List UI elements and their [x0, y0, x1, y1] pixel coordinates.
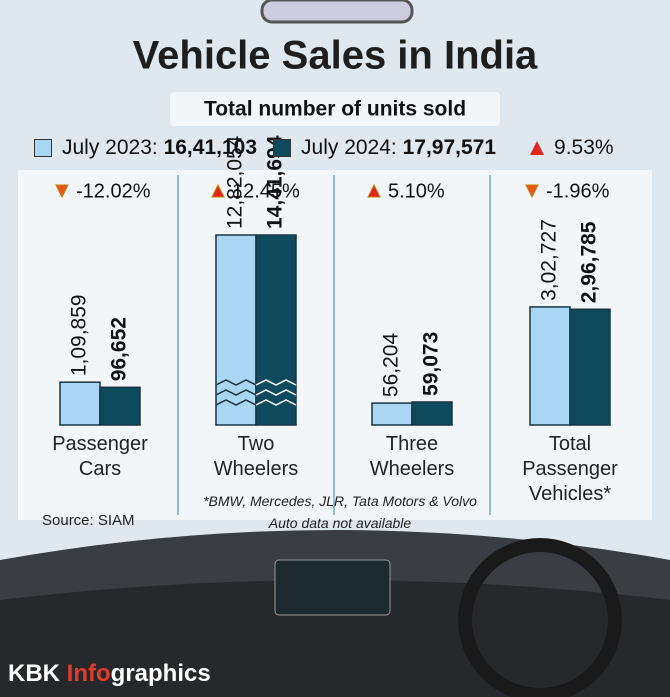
change-arrow: [530, 141, 545, 155]
chart-subtitle: Total number of units sold: [204, 98, 466, 121]
value-label: 59,073: [420, 332, 443, 396]
break-mark: [215, 399, 257, 406]
mirror: [260, 0, 414, 24]
value-label: 3,02,727: [538, 219, 561, 301]
break-mark: [255, 399, 297, 406]
legend-total: 16,41,103: [163, 136, 258, 159]
legend-swatch: [273, 139, 292, 157]
legend-label: July 2024:: [301, 136, 397, 159]
credit-part: graphics: [110, 660, 211, 687]
screen: [274, 559, 391, 616]
credit-part: Info: [66, 660, 111, 687]
legend: July 2023: 16,41,103 July 2024: 17,97,57…: [18, 134, 658, 162]
category-label: Passenger Cars: [52, 433, 148, 480]
break-mark: [255, 379, 297, 386]
value-label: 2,96,785: [578, 221, 601, 303]
break-mark: [215, 389, 257, 396]
legend-label: July 2023:: [62, 136, 158, 159]
legend-swatch: [34, 139, 52, 157]
change-label: 5.10%: [388, 180, 445, 202]
bar: [569, 308, 611, 426]
category-label: Total Passenger Vehicles*: [522, 433, 618, 505]
overall-arrow-box: [530, 141, 545, 155]
change-label: -12.02%: [76, 180, 151, 202]
change-arrow: [55, 184, 69, 199]
credit-part: KBK: [8, 660, 67, 687]
value-label: 96,652: [108, 317, 131, 381]
change-label: -1.96%: [546, 180, 610, 202]
value-label: 1,09,859: [68, 294, 91, 376]
category-label: Three Wheelers: [369, 433, 455, 480]
break-mark: [215, 379, 257, 386]
value-label: 56,204: [380, 333, 403, 398]
bar: [529, 306, 571, 426]
steering-wheel: [458, 538, 622, 697]
overall-change: 9.53%: [554, 136, 614, 159]
change-arrow: [367, 183, 381, 198]
dividers: [177, 175, 491, 515]
bar: [411, 401, 453, 426]
footnote: *BMW, Mercedes, JLR, Tata Motors & Volvo…: [203, 493, 477, 531]
bar: [255, 234, 297, 426]
dashboard-lower: [0, 580, 670, 697]
value-label: 14,41,694: [264, 135, 287, 229]
bar: [59, 381, 101, 426]
change-arrow: [211, 183, 225, 198]
chart-title: Vehicle Sales in India: [133, 34, 538, 78]
change-arrow: [525, 184, 539, 199]
change-label: 12.45%: [232, 180, 300, 202]
source: Source: SIAM: [42, 512, 135, 529]
subtitle-box: [170, 92, 500, 126]
bar: [371, 402, 413, 426]
bar: [99, 386, 141, 426]
category-label: Two Wheelers: [213, 433, 299, 480]
credit: KBK Infographics: [8, 660, 211, 688]
legend-total: 17,97,571: [402, 136, 497, 159]
bar: [215, 234, 257, 426]
break-mark: [255, 389, 297, 396]
value-label: 12,82,054: [224, 135, 247, 229]
